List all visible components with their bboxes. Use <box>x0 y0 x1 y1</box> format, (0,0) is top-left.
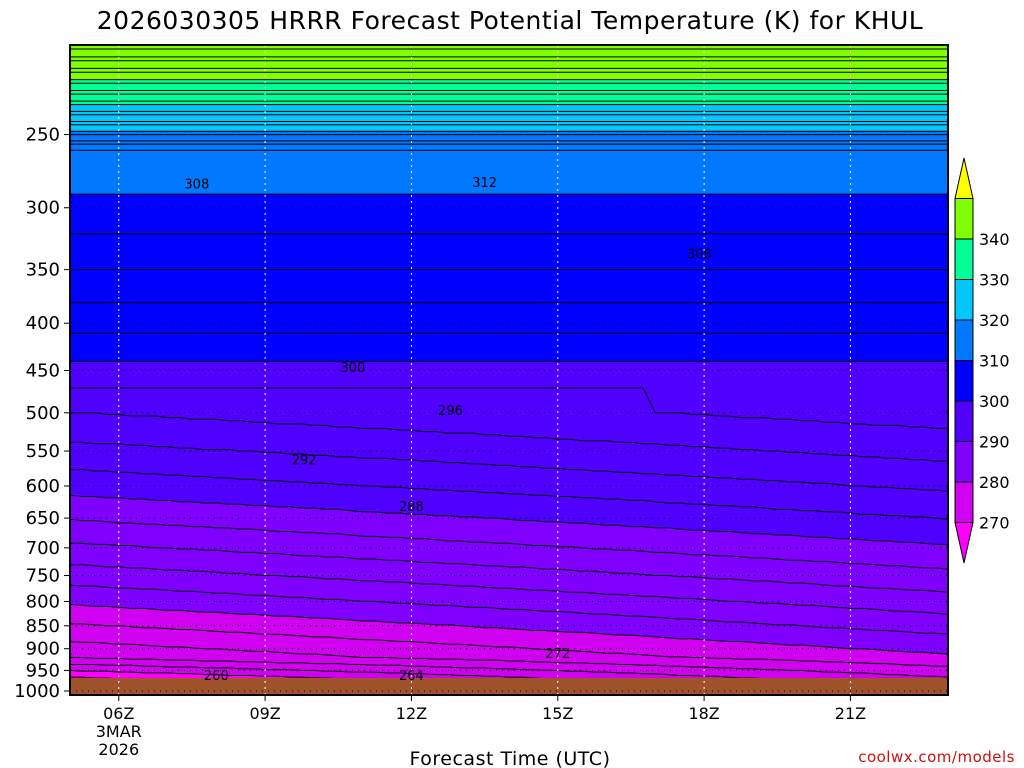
y-tick-label: 450 <box>26 360 60 381</box>
x-tick-label: 06Z <box>103 704 134 723</box>
contour-line <box>70 603 948 655</box>
contour-label: 308 <box>687 247 712 262</box>
contour-line <box>70 469 948 520</box>
ground-surface <box>70 678 948 695</box>
contour-labels: 312 308 308 300 296 292 288 272 264 260 <box>184 176 712 684</box>
colorbar-segment <box>954 157 974 199</box>
y-tick-label: 500 <box>26 403 60 424</box>
contour-line <box>70 584 948 635</box>
contour-label: 272 <box>545 647 570 662</box>
contour-label: 292 <box>292 453 317 468</box>
colorbar-segment <box>954 360 974 402</box>
colorbar-label: 270 <box>979 514 1010 533</box>
colorbar-label: 310 <box>979 352 1010 371</box>
y-tick-label: 800 <box>26 591 60 612</box>
colorbar-label: 330 <box>979 271 1010 290</box>
colorbar-segment <box>954 279 974 321</box>
contour-line <box>70 412 948 462</box>
x-tick-label: 15Z <box>542 704 573 723</box>
y-tick-label: 650 <box>26 508 60 529</box>
y-tick-label: 1000 <box>14 681 60 702</box>
y-tick-label: 700 <box>26 538 60 559</box>
contour-line <box>70 387 948 429</box>
contour-line <box>70 623 948 667</box>
contour-lines <box>70 45 948 678</box>
y-tick-label: 250 <box>26 125 60 146</box>
contour-label: 288 <box>399 500 424 515</box>
x-tick-label: 18Z <box>688 704 719 723</box>
contour-line <box>70 564 948 615</box>
colorbar-label: 340 <box>979 230 1010 249</box>
x-tick-label: 12Z <box>396 704 427 723</box>
colorbar-segment <box>954 400 974 442</box>
colorbar-label: 280 <box>979 473 1010 492</box>
contour-line <box>70 641 948 678</box>
colorbar-segment <box>954 198 974 240</box>
y-tick-label: 350 <box>26 260 60 281</box>
contour-line <box>70 494 948 545</box>
grid-lines <box>70 45 948 695</box>
chart-title: 2026030305 HRRR Forecast Potential Tempe… <box>97 6 923 35</box>
contour-line <box>70 669 334 678</box>
contour-label: 260 <box>204 669 229 684</box>
contour-label: 264 <box>399 669 424 684</box>
contour-label: 308 <box>184 177 209 192</box>
y-tick-label: 950 <box>26 660 60 681</box>
y-tick-label: 550 <box>26 441 60 462</box>
contour-line <box>70 664 542 678</box>
y-tick-label: 300 <box>26 198 60 219</box>
colorbar-label: 320 <box>979 311 1010 330</box>
contour-line <box>70 441 948 492</box>
y-tick-label: 850 <box>26 616 60 637</box>
colorbar-segment <box>954 238 974 280</box>
x-tick-label: 21Z <box>835 704 866 723</box>
colorbar-segment <box>954 522 974 564</box>
x-axis-label: Forecast Time (UTC) <box>410 748 611 768</box>
colorbar-segment <box>954 319 974 361</box>
credit-text: coolwx.com/models <box>858 748 1015 766</box>
colorbar: 270 280 290 300 310 320 330 340 <box>954 157 1010 564</box>
contour-label: 300 <box>340 361 365 376</box>
contour-label: 312 <box>472 176 497 191</box>
y-tick-label: 900 <box>26 639 60 660</box>
contour-label: 296 <box>438 404 463 419</box>
contour-line <box>70 542 948 593</box>
y-tick-label: 600 <box>26 476 60 497</box>
y-axis: 2503003504004505005506006507007508008509… <box>14 125 70 702</box>
y-tick-label: 750 <box>26 566 60 587</box>
y-tick-label: 400 <box>26 313 60 334</box>
colorbar-segment <box>954 481 974 523</box>
x-tick-label: 09Z <box>249 704 280 723</box>
colorbar-label: 290 <box>979 433 1010 452</box>
x-date-label: 2026 <box>98 740 139 759</box>
contour-line <box>70 657 761 678</box>
band-fill <box>70 45 948 80</box>
colorbar-segment <box>954 441 974 483</box>
x-date-label: 3MAR <box>96 722 142 741</box>
colorbar-label: 300 <box>979 392 1010 411</box>
contour-line <box>70 518 948 570</box>
